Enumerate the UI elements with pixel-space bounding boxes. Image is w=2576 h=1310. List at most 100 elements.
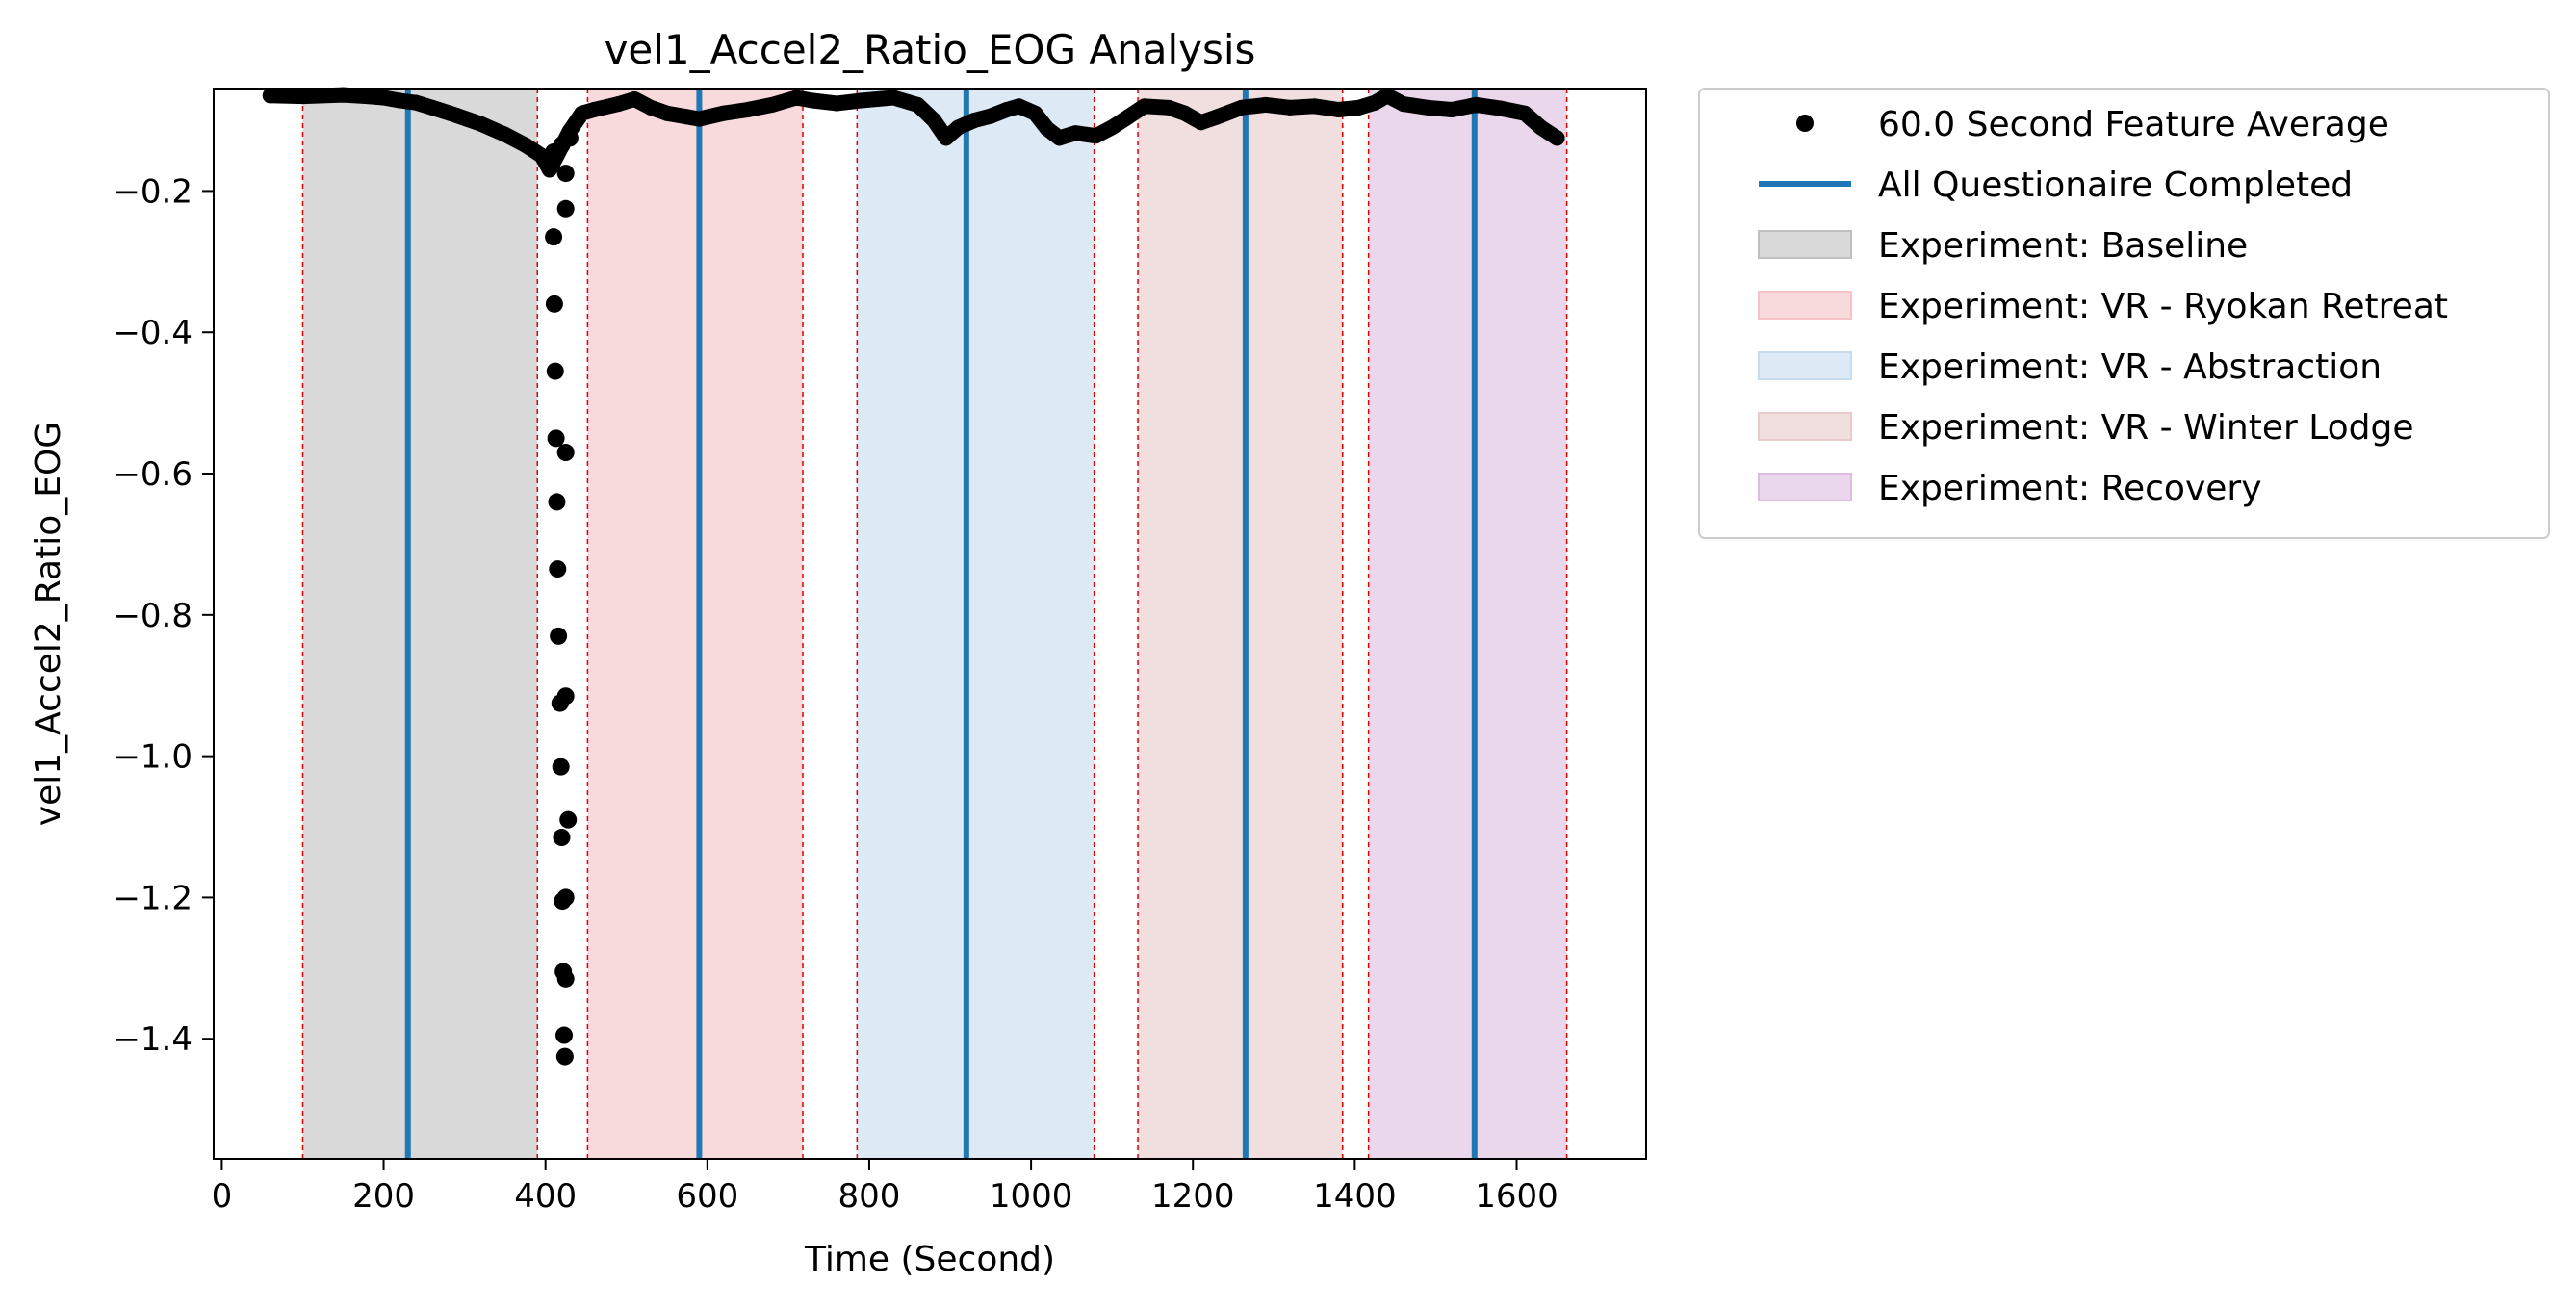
data-point <box>1533 119 1549 136</box>
x-tick-label: 200 <box>352 1177 415 1216</box>
phase-band-4 <box>1138 89 1343 1159</box>
axes-frame <box>213 88 1647 1160</box>
legend-box <box>1698 88 2550 539</box>
data-point <box>679 109 695 125</box>
data-point <box>547 429 565 448</box>
data-point <box>449 107 465 123</box>
data-point <box>805 92 821 109</box>
data-point <box>788 90 805 106</box>
data-point <box>910 96 926 113</box>
data-point <box>546 362 564 380</box>
data-point <box>829 95 845 112</box>
legend-item: All Questionaire Completed <box>1759 166 2353 205</box>
data-point <box>549 560 567 578</box>
x-tick-label: 0 <box>212 1177 233 1216</box>
data-point <box>1088 128 1104 144</box>
legend-label: 60.0 Second Feature Average <box>1878 105 2389 144</box>
data-point <box>559 810 578 829</box>
y-tick-label: −1.4 <box>113 1020 193 1059</box>
data-point <box>392 92 408 109</box>
legend-label: Experiment: VR - Winter Lodge <box>1878 408 2414 448</box>
data-point <box>1068 125 1084 141</box>
legend: 60.0 Second Feature Average All Questiona… <box>1698 88 2550 539</box>
data-point <box>1351 99 1367 116</box>
data-point <box>548 493 566 511</box>
legend-label: Experiment: Recovery <box>1878 469 2262 508</box>
phase-band-1 <box>302 89 538 1159</box>
data-point <box>853 92 869 109</box>
data-point <box>555 1047 574 1066</box>
data-point <box>375 90 392 106</box>
legend-label: Experiment: Baseline <box>1878 226 2248 266</box>
data-points <box>262 87 1565 1066</box>
x-axis-label: Time (Second) <box>804 1240 1055 1279</box>
phase-bands <box>302 89 1567 1159</box>
data-point <box>550 627 568 645</box>
data-point <box>1395 96 1411 113</box>
data-point <box>497 126 513 142</box>
legend-label: Experiment: VR - Abstraction <box>1878 347 2382 387</box>
plot-area <box>262 87 1568 1159</box>
y-tick-label: −0.8 <box>113 597 193 635</box>
y-tick-label: −0.6 <box>113 455 193 494</box>
data-point <box>555 1026 574 1044</box>
data-point <box>715 105 732 121</box>
x-tick-label: 400 <box>514 1177 577 1216</box>
legend-label: Experiment: VR - Ryokan Retreat <box>1878 287 2448 326</box>
data-point <box>552 758 570 776</box>
data-point <box>610 96 627 113</box>
data-point <box>627 91 643 108</box>
legend-patch-icon <box>1758 351 1852 380</box>
data-point <box>1367 94 1383 111</box>
y-tick-label: −0.2 <box>113 172 193 211</box>
data-point <box>658 105 675 121</box>
data-point <box>938 130 954 146</box>
data-point <box>1120 109 1136 125</box>
data-point <box>998 102 1015 118</box>
data-point <box>408 94 425 111</box>
legend-patch-icon <box>1758 230 1852 259</box>
data-point <box>642 99 658 116</box>
x-tick-label: 1200 <box>1151 1177 1235 1216</box>
data-point <box>586 102 603 118</box>
data-point <box>553 829 571 847</box>
phase-band-2 <box>587 89 804 1159</box>
legend-item: Experiment: Recovery <box>1758 469 2262 508</box>
data-point <box>1193 115 1209 131</box>
x-tick-label: 800 <box>837 1177 900 1216</box>
data-point <box>1011 98 1027 115</box>
data-point <box>541 162 557 178</box>
data-point <box>1282 99 1299 116</box>
data-point <box>983 108 999 124</box>
data-point <box>1039 120 1055 137</box>
legend-patch-icon <box>1758 291 1852 320</box>
data-point <box>556 165 575 183</box>
data-point <box>1468 96 1484 113</box>
data-point <box>551 694 569 712</box>
phase-band-5 <box>1368 89 1567 1159</box>
data-point <box>1027 105 1043 121</box>
legend-item: 60.0 Second Feature Average <box>1796 105 2389 144</box>
legend-patch-icon <box>1758 412 1852 441</box>
legend-item: Experiment: VR - Abstraction <box>1758 347 2382 387</box>
data-point <box>764 96 781 113</box>
legend-marker-icon <box>1796 115 1814 132</box>
legend-label: All Questionaire Completed <box>1878 166 2353 205</box>
legend-item: Experiment: Baseline <box>1758 226 2248 266</box>
data-point <box>966 113 983 129</box>
x-tick-label: 1600 <box>1475 1177 1558 1216</box>
data-point <box>473 116 489 132</box>
data-point <box>556 969 575 988</box>
data-point <box>950 119 966 136</box>
data-point <box>926 113 942 129</box>
data-point <box>1516 105 1533 121</box>
y-axis-ticks: −0.2 −0.4 −0.6 −0.8 −1.0 −1.2 −1.4 <box>113 172 214 1059</box>
data-point <box>424 99 440 116</box>
data-point <box>517 137 533 153</box>
data-point <box>1306 98 1323 115</box>
data-point <box>545 228 563 246</box>
data-point <box>560 129 579 147</box>
x-tick-label: 1400 <box>1313 1177 1397 1216</box>
data-point <box>739 102 756 118</box>
